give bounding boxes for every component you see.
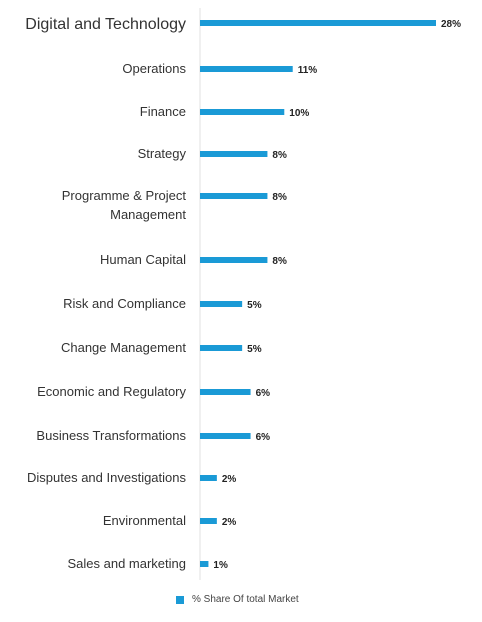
data-label: 8%	[272, 192, 287, 203]
data-label: 2%	[222, 517, 237, 528]
bar	[200, 257, 268, 263]
data-label: 11%	[298, 65, 318, 76]
bar	[200, 345, 243, 351]
data-label: 28%	[441, 19, 461, 30]
bar	[200, 518, 217, 524]
bar	[200, 109, 285, 115]
bar	[200, 151, 268, 157]
category-label: Finance	[140, 104, 186, 119]
bar	[200, 20, 436, 26]
data-label: 5%	[247, 300, 262, 311]
bar	[200, 475, 217, 481]
category-label: Human Capital	[100, 252, 186, 267]
data-label: 10%	[289, 108, 309, 119]
data-label: 8%	[272, 150, 287, 161]
bar	[200, 301, 243, 307]
data-label: 2%	[222, 474, 237, 485]
data-label: 6%	[256, 388, 271, 399]
data-label: 1%	[213, 560, 228, 571]
category-label: Sales and marketing	[67, 556, 186, 571]
bar	[200, 433, 251, 439]
category-label: Strategy	[138, 146, 187, 161]
legend-swatch	[176, 595, 184, 604]
category-label: Change Management	[61, 340, 186, 355]
bar	[200, 389, 251, 395]
category-label: Programme & Project Management	[62, 188, 187, 222]
category-label: Digital and Technology	[25, 16, 186, 33]
legend-label: % Share Of total Market	[192, 594, 299, 605]
chart-legend: % Share Of total Market	[176, 594, 299, 605]
bar	[200, 66, 293, 72]
bar	[200, 561, 209, 567]
category-label: Disputes and Investigations	[27, 470, 186, 485]
bar	[200, 193, 268, 199]
category-label: Environmental	[103, 513, 186, 528]
category-label: Operations	[122, 61, 186, 76]
data-label: 8%	[272, 256, 287, 267]
data-label: 5%	[247, 344, 262, 355]
data-label: 6%	[256, 432, 271, 443]
category-label: Business Transformations	[36, 428, 186, 443]
category-label: Economic and Regulatory	[37, 384, 186, 399]
category-label: Risk and Compliance	[63, 296, 186, 311]
